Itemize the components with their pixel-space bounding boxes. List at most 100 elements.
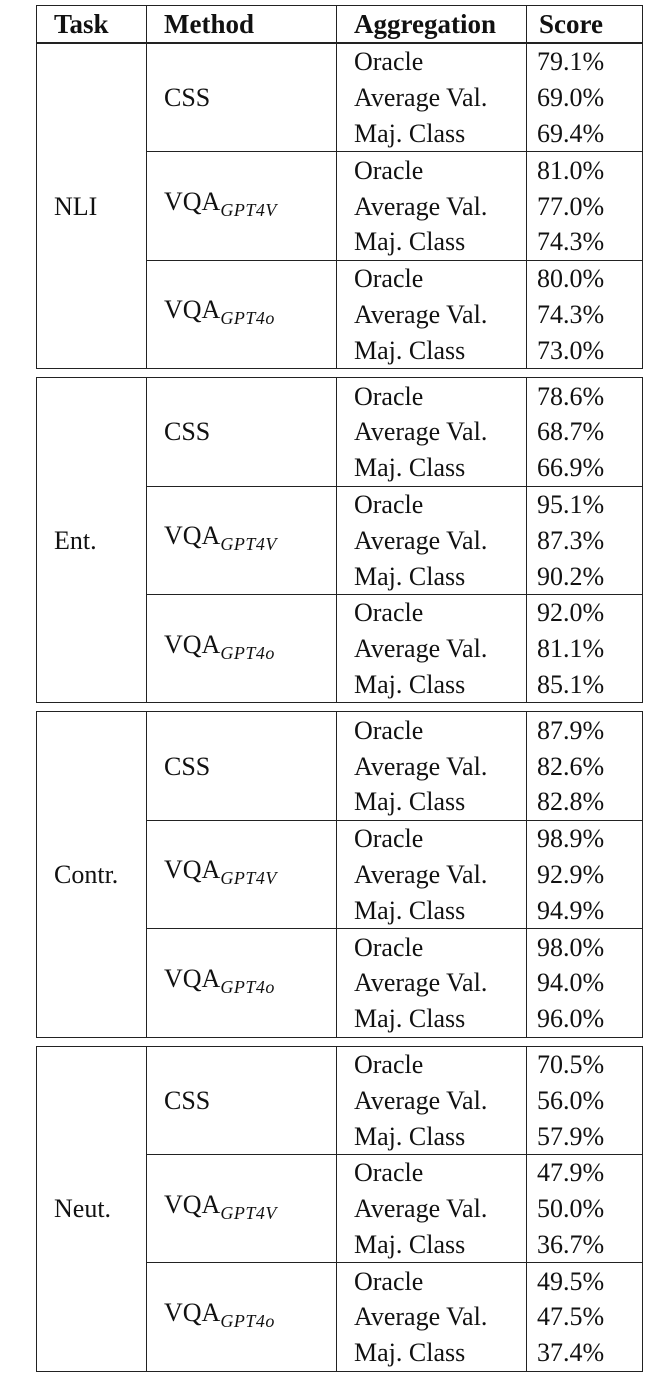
method-name: VQA: [164, 1297, 221, 1327]
task-cell: NLI: [36, 43, 147, 369]
score-cell: 87.9%: [537, 715, 605, 745]
score-cell: 50.0%: [537, 1194, 605, 1224]
table-row: Maj. Class 90.2%: [37, 558, 643, 595]
method-name: CSS: [164, 83, 211, 113]
aggregation-cell: Maj. Class: [336, 666, 527, 703]
aggregation-cell: Maj. Class: [336, 332, 527, 369]
table-row: Average Val. 87.3%: [37, 522, 643, 559]
table-header: Task Method Aggregation Score: [36, 5, 643, 43]
score-cell: 92.0%: [526, 593, 643, 631]
method-subscript: GPT4o: [220, 642, 275, 663]
method-cell: VQAGPT4V: [146, 151, 337, 261]
method-cell: CSS: [146, 1046, 337, 1155]
table-row: VQAGPT4o Oracle 49.5%: [37, 1262, 643, 1372]
score-cell: 69.0%: [537, 83, 605, 113]
method-subscript: GPT4V: [220, 534, 277, 555]
method-name: VQA: [164, 629, 221, 659]
table-row: Maj. Class 74.3%: [37, 223, 643, 261]
method-cell: VQAGPT4o: [146, 259, 337, 369]
method-name: VQA: [164, 855, 221, 885]
score-cell: 49.5%: [526, 1262, 643, 1300]
aggregation-cell: Oracle: [336, 593, 527, 631]
table-row: Average Val. 81.1%: [37, 630, 643, 667]
aggregation-cell: Average Val.: [336, 1190, 527, 1227]
task-group: NLI CSS Oracle 79.1% Average Val. 69.0% Maj. C…: [36, 43, 643, 370]
task-cell: Contr.: [36, 711, 147, 1038]
task-group: Ent. CSS Oracle 78.6% Average Val. 68.7% Maj. …: [36, 377, 643, 704]
table-row: Contr. CSS Oracle 87.9%: [36, 711, 643, 1038]
score-cell: 68.7%: [537, 417, 605, 447]
score-cell: 87.3%: [537, 525, 605, 555]
header-score: Score: [526, 5, 643, 43]
header-aggregation: Aggregation: [336, 5, 527, 43]
score-cell: 36.7%: [537, 1229, 605, 1259]
score-cell: 82.6%: [537, 751, 605, 781]
score-cell: 74.3%: [537, 227, 605, 257]
score-cell: 94.0%: [537, 968, 605, 998]
aggregation-cell: Oracle: [336, 485, 527, 523]
method-cell: VQAGPT4o: [146, 593, 337, 703]
table-row: Average Val. 74.3%: [37, 296, 643, 333]
method-name: VQA: [164, 521, 221, 551]
aggregation-cell: Maj. Class: [336, 892, 527, 929]
method-subscript: GPT4o: [220, 1310, 275, 1331]
score-cell: 77.0%: [537, 191, 605, 221]
score-cell: 69.4%: [537, 118, 605, 148]
score-cell: 82.8%: [537, 787, 605, 817]
aggregation-cell: Average Val.: [336, 630, 527, 667]
method-cell: CSS: [146, 711, 337, 821]
table-row: VQAGPT4o Oracle 98.0%: [37, 928, 643, 1038]
aggregation-cell: Average Val.: [336, 79, 527, 116]
score-cell: 94.9%: [537, 895, 605, 925]
table-row: Maj. Class 94.9%: [37, 892, 643, 929]
header-row: Task Method Aggregation Score: [36, 5, 643, 43]
aggregation-cell: Oracle: [336, 1262, 527, 1300]
aggregation-cell: Maj. Class: [336, 1118, 527, 1155]
method-name: VQA: [164, 295, 221, 325]
method-name: VQA: [164, 187, 221, 217]
table-row: Average Val. 56.0%: [37, 1082, 643, 1119]
aggregation-cell: Maj. Class: [336, 115, 527, 152]
score-cell: 37.4%: [537, 1338, 605, 1368]
table-row: VQAGPT4V Oracle 95.1%: [37, 485, 643, 595]
aggregation-cell: Oracle: [336, 1153, 527, 1191]
aggregation-cell: Average Val.: [336, 188, 527, 224]
table-row: Average Val. 68.7%: [37, 413, 643, 450]
task-cell: Neut.: [36, 1046, 147, 1372]
aggregation-cell: Average Val.: [336, 1299, 527, 1335]
task-group: Neut. CSS Oracle 70.5% Average Val. 56.0% Maj.…: [36, 1045, 643, 1372]
aggregation-cell: Oracle: [336, 1046, 527, 1083]
aggregation-cell: Oracle: [336, 43, 527, 80]
task-group: Contr. CSS Oracle 87.9% Average Val. 82.6% Maj…: [36, 711, 643, 1038]
table-row: Neut. CSS Oracle 70.5%: [36, 1046, 643, 1372]
aggregation-cell: Oracle: [336, 151, 527, 189]
score-cell: 81.0%: [526, 151, 643, 189]
score-cell: 78.6%: [537, 381, 605, 411]
method-cell: VQAGPT4V: [146, 1153, 337, 1263]
aggregation-cell: Average Val.: [336, 296, 527, 333]
table-row: Maj. Class 37.4%: [37, 1334, 643, 1372]
table-row: VQAGPT4V Oracle 81.0%: [37, 151, 643, 261]
method-name: VQA: [164, 1189, 221, 1219]
score-cell: 56.0%: [537, 1085, 605, 1115]
score-cell: 47.5%: [537, 1302, 605, 1332]
table-row: Average Val. 92.9%: [37, 856, 643, 893]
aggregation-cell: Maj. Class: [336, 558, 527, 595]
method-name: VQA: [164, 963, 221, 993]
aggregation-cell: Oracle: [336, 711, 527, 749]
aggregation-cell: Oracle: [336, 819, 527, 857]
table-row: Average Val. 69.0%: [37, 79, 643, 116]
score-cell: 92.9%: [537, 859, 605, 889]
score-cell: 96.0%: [537, 1004, 605, 1034]
score-cell: 85.1%: [537, 669, 605, 699]
aggregation-cell: Maj. Class: [336, 1226, 527, 1263]
aggregation-cell: Average Val.: [336, 1082, 527, 1119]
method-subscript: GPT4V: [220, 200, 277, 221]
score-cell: 57.9%: [537, 1121, 605, 1151]
score-cell: 79.1%: [537, 47, 605, 77]
aggregation-cell: Oracle: [336, 928, 527, 965]
method-cell: VQAGPT4V: [146, 485, 337, 595]
table-row: Maj. Class 85.1%: [37, 666, 643, 703]
table-row: Maj. Class 73.0%: [37, 332, 643, 369]
aggregation-cell: Maj. Class: [336, 783, 527, 821]
